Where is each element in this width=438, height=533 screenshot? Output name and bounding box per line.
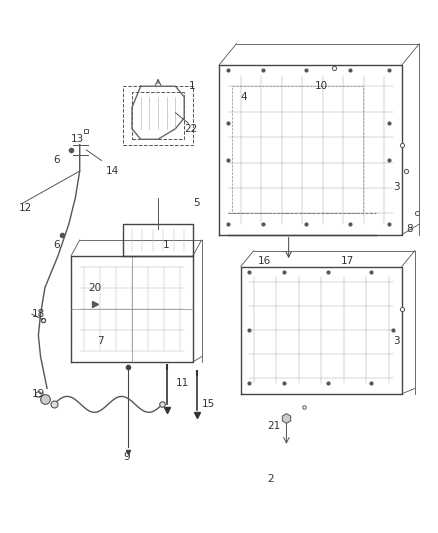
Text: 1: 1 <box>188 81 195 91</box>
Text: 15: 15 <box>201 399 215 409</box>
Text: 9: 9 <box>123 453 130 463</box>
Text: 6: 6 <box>53 240 60 251</box>
Text: 8: 8 <box>406 224 413 235</box>
Text: 16: 16 <box>258 256 272 266</box>
Text: 7: 7 <box>97 336 104 346</box>
Text: 3: 3 <box>393 182 400 192</box>
Text: 19: 19 <box>32 389 45 399</box>
Text: 13: 13 <box>71 134 84 144</box>
Text: 6: 6 <box>53 156 60 165</box>
Text: 1: 1 <box>162 240 169 251</box>
Text: 17: 17 <box>341 256 354 266</box>
Text: 22: 22 <box>184 124 198 134</box>
Text: 21: 21 <box>267 421 280 431</box>
Text: 14: 14 <box>106 166 119 176</box>
Text: 20: 20 <box>88 282 102 293</box>
Text: 11: 11 <box>176 378 189 388</box>
Text: 3: 3 <box>393 336 400 346</box>
Text: 18: 18 <box>32 309 45 319</box>
Text: 4: 4 <box>241 92 247 102</box>
Text: 2: 2 <box>267 474 273 483</box>
Text: 10: 10 <box>315 81 328 91</box>
Text: 12: 12 <box>19 203 32 213</box>
Text: 5: 5 <box>193 198 200 208</box>
